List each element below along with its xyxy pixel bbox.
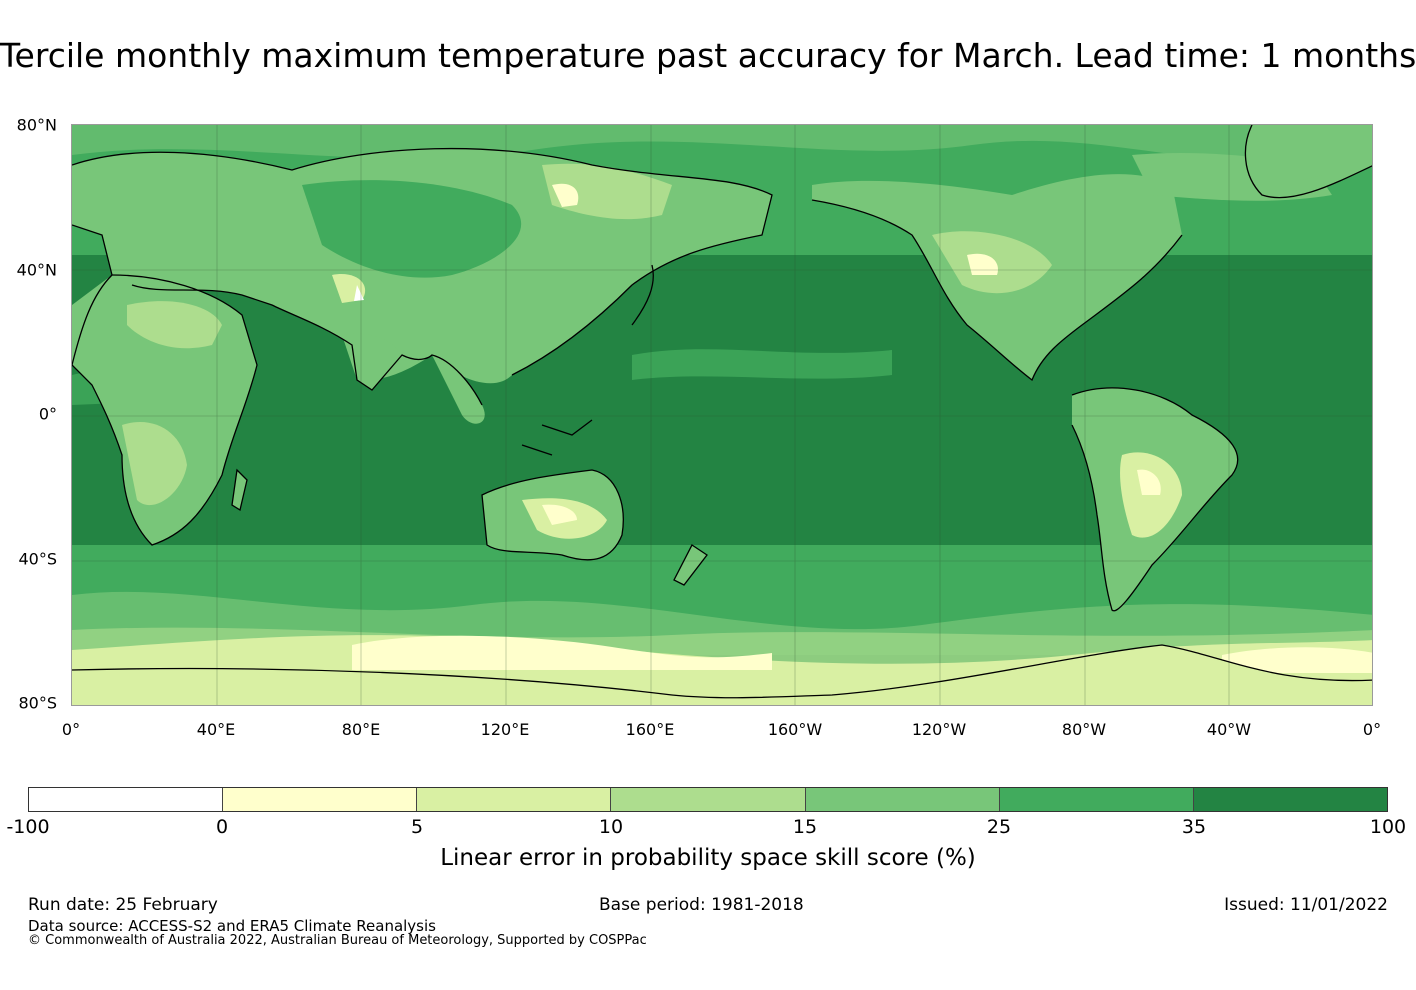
colorbar-tick: 10 (598, 816, 624, 838)
coastlines (72, 125, 1372, 699)
colorbar-segment (805, 788, 1000, 811)
lon-label-0-left: 0° (61, 720, 81, 739)
lon-label-160w: 160°W (767, 720, 823, 739)
colorbar-tick: 25 (986, 816, 1012, 838)
colorbar-segment (611, 788, 806, 811)
base-period: Base period: 1981-2018 (599, 895, 804, 915)
lon-label-40w: 40°W (1206, 720, 1252, 739)
copyright: © Commonwealth of Australia 2022, Austra… (28, 933, 647, 948)
colorbar-segment (1193, 788, 1387, 811)
chart-title: Tercile monthly maximum temperature past… (0, 36, 1416, 75)
lon-label-80e: 80°E (341, 720, 381, 739)
colorbar-label: Linear error in probability space skill … (440, 845, 976, 871)
graticule (72, 125, 1372, 705)
colorbar (28, 787, 1388, 812)
data-source: Data source: ACCESS-S2 and ERA5 Climate … (28, 917, 436, 935)
lon-label-80w: 80°W (1061, 720, 1107, 739)
lat-label-80n: 80°N (16, 115, 57, 135)
colorbar-segment (417, 788, 612, 811)
colorbar-tick: -100 (6, 816, 50, 838)
colorbar-segment (999, 788, 1194, 811)
colorbar-segment (29, 788, 224, 811)
colorbar-segment (223, 788, 418, 811)
lon-label-160e: 160°E (625, 720, 675, 739)
lon-label-0-right: 0° (1362, 720, 1382, 739)
land-masses (72, 125, 1372, 705)
colorbar-tick: 100 (1369, 816, 1407, 838)
colorbar-tick: 5 (410, 816, 424, 838)
lon-label-40e: 40°E (196, 720, 236, 739)
colorbar-tick: 35 (1181, 816, 1207, 838)
lon-label-120e: 120°E (480, 720, 530, 739)
map-canvas (72, 125, 1372, 705)
skill-score-map (71, 124, 1373, 706)
issued-date: Issued: 11/01/2022 (1224, 895, 1388, 915)
lat-label-80s: 80°S (18, 693, 57, 713)
colorbar-tick: 15 (792, 816, 818, 838)
run-date: Run date: 25 February (28, 895, 218, 915)
colorbar-tick: 0 (215, 816, 229, 838)
lat-label-40s: 40°S (18, 549, 57, 569)
lat-label-40n: 40°N (16, 260, 57, 280)
lon-label-120w: 120°W (911, 720, 967, 739)
lat-label-0: 0° (38, 404, 57, 424)
